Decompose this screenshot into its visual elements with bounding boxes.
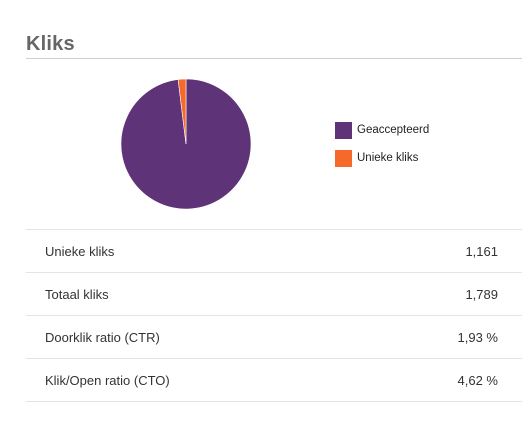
legend-label-accepted: Geaccepteerd xyxy=(357,124,430,136)
stat-value: 1,161 xyxy=(465,243,498,259)
title-divider xyxy=(26,58,522,59)
section-title: Kliks xyxy=(26,33,75,55)
pie-chart-svg xyxy=(120,78,252,210)
legend-item-accepted[interactable]: Geaccepteerd xyxy=(335,121,429,139)
stat-row-unique-clicks: Unieke kliks 1,161 xyxy=(26,230,522,273)
stat-label: Klik/Open ratio (CTO) xyxy=(45,372,170,388)
legend-item-unique[interactable]: Unieke kliks xyxy=(335,149,429,167)
stat-row-total-clicks: Totaal kliks 1,789 xyxy=(26,273,522,316)
stat-value: 1,789 xyxy=(465,286,498,302)
pie-chart xyxy=(120,78,252,210)
stats-table: Unieke kliks 1,161 Totaal kliks 1,789 Do… xyxy=(26,229,522,402)
stat-label: Doorklik ratio (CTR) xyxy=(45,329,160,345)
stat-row-cto: Klik/Open ratio (CTO) 4,62 % xyxy=(26,359,522,402)
legend-label-unique: Unieke kliks xyxy=(357,152,419,164)
stat-label: Unieke kliks xyxy=(45,243,115,259)
chart-legend: Geaccepteerd Unieke kliks xyxy=(335,121,429,177)
stat-label: Totaal kliks xyxy=(45,286,109,302)
pie-slice-unique[interactable] xyxy=(177,78,187,145)
stat-value: 1,93 % xyxy=(457,329,498,345)
stat-value: 4,62 % xyxy=(457,372,498,388)
stat-row-ctr: Doorklik ratio (CTR) 1,93 % xyxy=(26,316,522,359)
legend-swatch-accepted xyxy=(335,121,352,139)
legend-swatch-unique xyxy=(335,149,352,167)
